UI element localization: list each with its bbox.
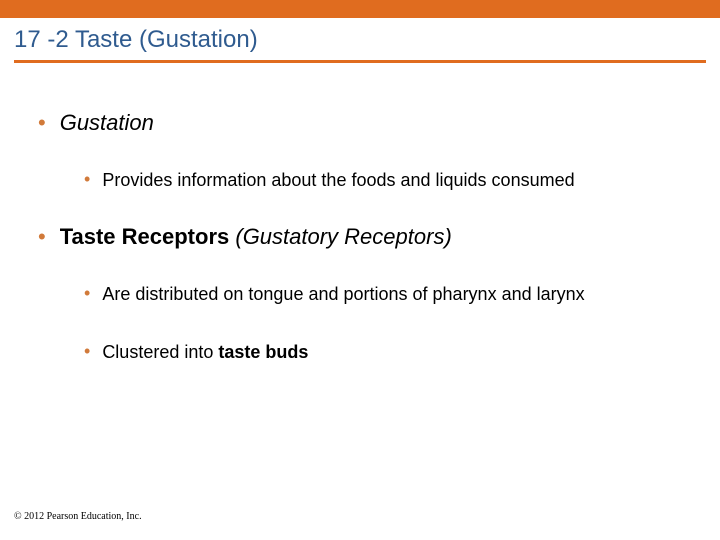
- bullet-taste-buds: • Clustered into taste buds: [20, 337, 700, 367]
- bullet-dot-icon: •: [84, 279, 90, 307]
- slide-title: 17 -2 Taste (Gustation): [14, 26, 706, 54]
- bold-span: Taste Receptors: [60, 224, 230, 249]
- text-span: Clustered into: [102, 342, 218, 362]
- bullet-gustation-detail: • Provides information about the foods a…: [20, 165, 700, 195]
- copyright-text: © 2012 Pearson Education, Inc.: [14, 511, 142, 522]
- bullet-text: Are distributed on tongue and portions o…: [102, 279, 584, 309]
- bullet-text: Clustered into taste buds: [102, 337, 308, 367]
- bullet-receptors-distribution: • Are distributed on tongue and portions…: [20, 279, 700, 309]
- bullet-dot-icon: •: [38, 109, 46, 137]
- title-area: 17 -2 Taste (Gustation): [0, 18, 720, 69]
- bullet-dot-icon: •: [38, 223, 46, 251]
- italic-span: (Gustatory Receptors): [229, 224, 452, 249]
- title-underline: [14, 60, 706, 63]
- bullet-gustation: • Gustation: [20, 109, 700, 137]
- bold-span: taste buds: [218, 342, 308, 362]
- bullet-dot-icon: •: [84, 165, 90, 193]
- bullet-text: Taste Receptors (Gustatory Receptors): [60, 223, 452, 251]
- bullet-text: Provides information about the foods and…: [102, 165, 574, 195]
- bullet-text: Gustation: [60, 109, 154, 137]
- content-area: • Gustation • Provides information about…: [0, 69, 720, 367]
- bullet-dot-icon: •: [84, 337, 90, 365]
- top-accent-bar: [0, 0, 720, 18]
- bullet-taste-receptors: • Taste Receptors (Gustatory Receptors): [20, 223, 700, 251]
